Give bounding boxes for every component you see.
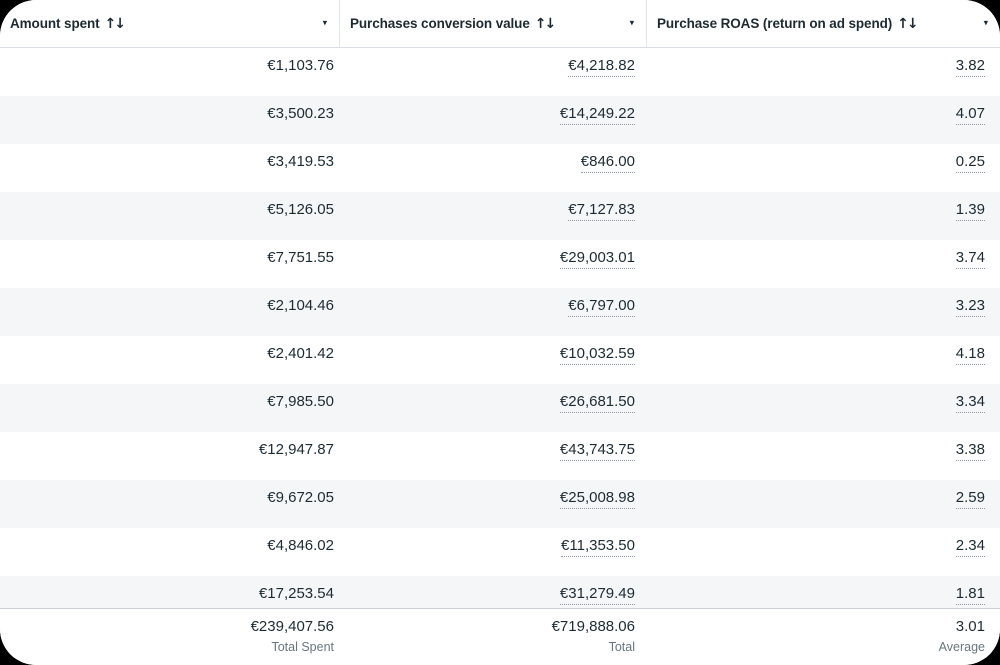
amount-spent-cell: €7,985.50 xyxy=(267,393,334,410)
roas-cell: 1.39 xyxy=(647,192,1000,240)
roas-cell: 3.74 xyxy=(647,240,1000,288)
tooltip-underlined-value[interactable]: 3.23 xyxy=(955,297,985,317)
table-row: €7,751.55 €29,003.01 3.74 xyxy=(0,240,1000,288)
conversion-value-cell: €26,681.50 xyxy=(340,384,647,432)
chevron-down-icon[interactable]: ▾ xyxy=(983,18,989,28)
tooltip-underlined-value[interactable]: €26,681.50 xyxy=(559,393,635,413)
table-row: €2,401.42 €10,032.59 4.18 xyxy=(0,336,1000,384)
column-label: Amount spent xyxy=(10,16,100,31)
tooltip-underlined-value[interactable]: €14,249.22 xyxy=(559,105,635,125)
conversion-value-cell: €25,008.98 xyxy=(340,480,647,528)
tooltip-underlined-value[interactable]: 1.39 xyxy=(955,201,985,221)
tooltip-underlined-value[interactable]: €10,032.59 xyxy=(559,345,635,365)
roas-cell: 0.25 xyxy=(647,144,1000,192)
tooltip-underlined-value[interactable]: €29,003.01 xyxy=(559,249,635,269)
tooltip-underlined-value[interactable]: €11,353.50 xyxy=(561,537,635,557)
amount-spent-cell: €2,104.46 xyxy=(267,297,334,314)
table-row: €4,846.02 €11,353.50 2.34 xyxy=(0,528,1000,576)
total-spent-label: Total Spent xyxy=(271,640,334,654)
amount-spent-cell: €2,401.42 xyxy=(267,345,334,362)
tooltip-underlined-value[interactable]: 3.74 xyxy=(955,249,985,269)
conversion-value-cell: €846.00 xyxy=(340,144,647,192)
tooltip-underlined-value[interactable]: 1.81 xyxy=(955,585,985,605)
average-roas-label: Average xyxy=(938,640,985,654)
roas-cell: 2.34 xyxy=(647,528,1000,576)
tooltip-underlined-value[interactable]: 0.25 xyxy=(955,153,985,173)
roas-cell: 2.59 xyxy=(647,480,1000,528)
tooltip-underlined-value[interactable]: €6,797.00 xyxy=(568,297,635,317)
total-spent-cell: €239,407.56 Total Spent xyxy=(0,618,340,665)
roas-cell: 3.82 xyxy=(647,48,1000,96)
column-header-amount-spent[interactable]: Amount spent ↑↓ ▾ xyxy=(0,0,340,47)
tooltip-underlined-value[interactable]: 2.59 xyxy=(955,489,985,509)
roas-cell: 3.34 xyxy=(647,384,1000,432)
table-row: €2,104.46 €6,797.00 3.23 xyxy=(0,288,1000,336)
roas-cell: 4.07 xyxy=(647,96,1000,144)
amount-spent-cell: €7,751.55 xyxy=(267,249,334,266)
column-label: Purchases conversion value xyxy=(350,16,530,31)
tooltip-underlined-value[interactable]: €4,218.82 xyxy=(568,57,635,77)
table-row: €17,253.54 €31,279.49 1.81 xyxy=(0,576,1000,608)
amount-spent-cell: €9,672.05 xyxy=(267,489,334,506)
total-conversion-value-cell: €719,888.06 Total xyxy=(340,618,647,665)
amount-spent-cell: €1,103.76 xyxy=(267,57,334,74)
conversion-value-cell: €7,127.83 xyxy=(340,192,647,240)
tooltip-underlined-value[interactable]: €846.00 xyxy=(580,153,635,173)
average-roas-cell: 3.01 Average xyxy=(647,618,1000,665)
total-spent-value: €239,407.56 xyxy=(250,618,334,635)
chevron-down-icon[interactable]: ▾ xyxy=(322,18,328,28)
roas-cell: 3.23 xyxy=(647,288,1000,336)
tooltip-underlined-value[interactable]: €7,127.83 xyxy=(568,201,635,221)
conversion-value-cell: €14,249.22 xyxy=(340,96,647,144)
sort-arrows-icon[interactable]: ↑↓ xyxy=(534,15,557,32)
column-header-purchase-roas[interactable]: Purchase ROAS (return on ad spend) ↑↓ ▾ xyxy=(647,0,1000,47)
amount-spent-cell: €5,126.05 xyxy=(267,201,334,218)
tooltip-underlined-value[interactable]: 4.18 xyxy=(955,345,985,365)
table-row: €7,985.50 €26,681.50 3.34 xyxy=(0,384,1000,432)
roas-cell: 4.18 xyxy=(647,336,1000,384)
total-conversion-label: Total xyxy=(608,640,635,654)
column-label: Purchase ROAS (return on ad spend) xyxy=(657,16,893,31)
tooltip-underlined-value[interactable]: 2.34 xyxy=(955,537,985,557)
conversion-value-cell: €31,279.49 xyxy=(340,576,647,608)
amount-spent-cell: €17,253.54 xyxy=(258,585,334,602)
conversion-value-cell: €29,003.01 xyxy=(340,240,647,288)
conversion-value-cell: €43,743.75 xyxy=(340,432,647,480)
table-header-row: Amount spent ↑↓ ▾ Purchases conversion v… xyxy=(0,0,1000,48)
table-row: €12,947.87 €43,743.75 3.38 xyxy=(0,432,1000,480)
roas-cell: 1.81 xyxy=(647,576,1000,608)
average-roas-value: 3.01 xyxy=(955,618,985,635)
conversion-value-cell: €10,032.59 xyxy=(340,336,647,384)
column-header-purchases-conversion-value[interactable]: Purchases conversion value ↑↓ ▾ xyxy=(340,0,647,47)
table-row: €1,103.76 €4,218.82 3.82 xyxy=(0,48,1000,96)
table-row: €9,672.05 €25,008.98 2.59 xyxy=(0,480,1000,528)
tooltip-underlined-value[interactable]: €31,279.49 xyxy=(559,585,635,605)
table-row: €5,126.05 €7,127.83 1.39 xyxy=(0,192,1000,240)
conversion-value-cell: €11,353.50 xyxy=(340,528,647,576)
chevron-down-icon[interactable]: ▾ xyxy=(629,18,635,28)
totals-row: €239,407.56 Total Spent €719,888.06 Tota… xyxy=(0,608,1000,665)
conversion-value-cell: €6,797.00 xyxy=(340,288,647,336)
table-body: €1,103.76 €4,218.82 3.82 €3,500.23 €14,2… xyxy=(0,48,1000,608)
amount-spent-cell: €4,846.02 xyxy=(267,537,334,554)
tooltip-underlined-value[interactable]: €25,008.98 xyxy=(559,489,635,509)
amount-spent-cell: €12,947.87 xyxy=(258,441,334,458)
tooltip-underlined-value[interactable]: 3.38 xyxy=(955,441,985,461)
tooltip-underlined-value[interactable]: €43,743.75 xyxy=(559,441,635,461)
total-conversion-value: €719,888.06 xyxy=(551,618,635,635)
tooltip-underlined-value[interactable]: 3.34 xyxy=(955,393,985,413)
amount-spent-cell: €3,500.23 xyxy=(267,105,334,122)
table-row: €3,500.23 €14,249.22 4.07 xyxy=(0,96,1000,144)
amount-spent-cell: €3,419.53 xyxy=(267,153,334,170)
roas-cell: 3.38 xyxy=(647,432,1000,480)
tooltip-underlined-value[interactable]: 4.07 xyxy=(955,105,985,125)
sort-arrows-icon[interactable]: ↑↓ xyxy=(104,15,127,32)
table-row: €3,419.53 €846.00 0.25 xyxy=(0,144,1000,192)
sort-arrows-icon[interactable]: ↑↓ xyxy=(897,15,919,32)
conversion-value-cell: €4,218.82 xyxy=(340,48,647,96)
tooltip-underlined-value[interactable]: 3.82 xyxy=(955,57,985,77)
